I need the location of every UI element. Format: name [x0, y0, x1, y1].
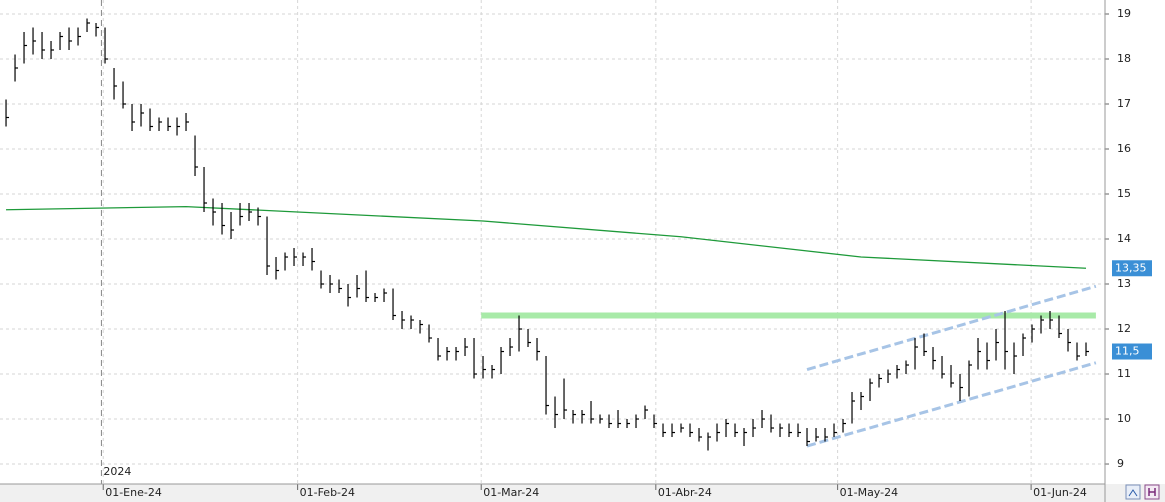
last-price-label: 11,5 [1115, 345, 1140, 358]
y-tick-label: 10 [1117, 412, 1131, 425]
last-price-box [1112, 343, 1152, 360]
zoom-icon [1128, 489, 1138, 497]
x-tick-label: 01-Jun-24 [1033, 486, 1087, 499]
x-tick-label: 01-Ene-24 [105, 486, 162, 499]
save-icon [1148, 488, 1156, 496]
y-tick-label: 15 [1117, 187, 1131, 200]
moving-average [6, 205, 1087, 269]
x-tick-label: 01-Abr-24 [658, 486, 712, 499]
channel-line [806, 361, 1097, 448]
zoom-button[interactable] [1125, 484, 1141, 500]
x-tick-label: 01-May-24 [840, 486, 898, 499]
y-tick-label: 16 [1117, 142, 1131, 155]
y-tick-label: 14 [1117, 232, 1131, 245]
ma-price-label: 13,35 [1115, 261, 1147, 274]
y-tick-label: 19 [1117, 7, 1131, 20]
y-tick-label: 12 [1117, 322, 1131, 335]
ma-price-box [1112, 260, 1152, 277]
x-axis-strip [0, 484, 1165, 502]
y-tick-label: 11 [1117, 367, 1131, 380]
y-tick-label: 13 [1117, 277, 1131, 290]
y-tick-label: 9 [1117, 457, 1124, 470]
y-tick-label: 17 [1117, 97, 1131, 110]
x-tick-label: 01-Mar-24 [483, 486, 539, 499]
x-tick-label: 01-Feb-24 [300, 486, 355, 499]
channel-line [806, 284, 1097, 371]
year-label: 2024 [103, 465, 131, 478]
y-tick-label: 18 [1117, 52, 1131, 65]
